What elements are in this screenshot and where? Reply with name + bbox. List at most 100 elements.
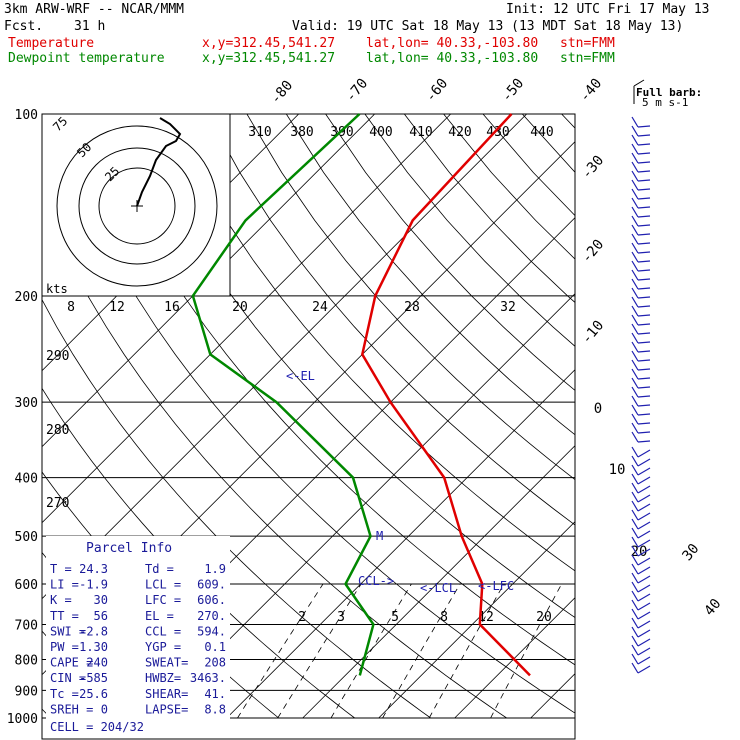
mixing-ratio-label: 8 xyxy=(440,610,448,625)
pressure-label-400: 400 xyxy=(15,472,38,487)
dry-adiabat xyxy=(403,114,575,303)
pressure-label-200: 200 xyxy=(15,290,38,305)
isotherm-label: 20 xyxy=(631,544,648,560)
parcel-value: 270. xyxy=(197,609,226,623)
dry-adiabat xyxy=(89,114,575,666)
wind-barb-flag xyxy=(631,305,639,317)
wind-barb xyxy=(637,332,651,335)
mixing-ratio-label: 20 xyxy=(536,610,552,625)
wind-barb xyxy=(637,359,651,362)
wind-barb xyxy=(637,404,651,407)
wind-barb-flag xyxy=(631,170,639,182)
parcel-value: 3463. xyxy=(190,671,226,685)
parcel-cell: CELL = 204/32 xyxy=(50,720,144,734)
wind-barb-flag xyxy=(631,260,639,272)
parcel-annotation: <-LFC xyxy=(478,579,514,593)
wind-barb xyxy=(637,440,651,443)
wind-barb xyxy=(637,656,651,665)
wind-speed-label: 20 xyxy=(232,300,248,315)
wind-barb-flag xyxy=(631,161,639,173)
wind-barb xyxy=(637,503,651,512)
theta-left-label: 270 xyxy=(46,496,69,511)
wind-barb xyxy=(637,458,651,467)
wind-barb xyxy=(637,647,651,656)
wind-barb-flag xyxy=(631,572,639,584)
wind-barb-flag xyxy=(631,143,639,155)
theta-label: 440 xyxy=(530,125,553,140)
wind-barb xyxy=(637,512,651,521)
isotherm xyxy=(683,114,740,718)
plot-frame xyxy=(41,113,576,740)
dry-adiabat xyxy=(246,114,575,481)
wind-barb xyxy=(637,638,651,647)
wind-barb xyxy=(637,269,651,272)
dry-adiabat xyxy=(443,114,575,260)
wind-barb-flag xyxy=(631,242,639,254)
isotherm xyxy=(42,114,451,524)
dry-adiabat xyxy=(680,114,740,718)
wind-barb-flag xyxy=(631,662,639,674)
wind-barb xyxy=(637,395,651,398)
wind-barb xyxy=(637,215,651,218)
wind-barb-flag xyxy=(631,197,639,209)
parcel-key: K = xyxy=(50,593,72,607)
wind-barb xyxy=(637,197,651,200)
theta-label: 380 xyxy=(290,125,313,140)
wind-barb xyxy=(637,161,651,164)
wind-barb xyxy=(637,377,651,380)
parcel-key: CCL = xyxy=(145,624,181,638)
wind-barb xyxy=(637,557,651,566)
hodograph-frame xyxy=(41,113,231,297)
barb-legend-title: Full barb: xyxy=(636,86,702,99)
pressure-label-500: 500 xyxy=(15,530,38,545)
wind-barb xyxy=(637,206,651,209)
hodograph-ring xyxy=(98,167,176,245)
wind-barb xyxy=(637,413,651,416)
isotherm-label: -20 xyxy=(579,237,608,267)
wind-barb xyxy=(637,251,651,254)
wind-barb xyxy=(637,143,651,146)
wind-barb-flag xyxy=(631,215,639,227)
temperature-latlon: lat,lon= 40.33,-103.80 xyxy=(366,36,539,51)
wind-barb-flag xyxy=(631,545,639,557)
mixing-ratio-label: 2 xyxy=(298,610,306,625)
wind-barb-flag xyxy=(631,287,639,299)
dry-adiabat xyxy=(167,114,575,572)
dewpoint-station: stn=FMM xyxy=(560,51,615,66)
wind-barb xyxy=(637,296,651,299)
wind-barb-flag xyxy=(631,563,639,575)
dry-adiabat xyxy=(42,298,431,719)
dry-adiabat xyxy=(128,114,575,618)
dry-adiabat xyxy=(522,114,575,173)
mixing-ratio-line xyxy=(428,583,505,719)
wind-barb xyxy=(637,539,651,548)
parcel-annotation: <-LCL xyxy=(420,581,456,595)
parcel-value: 41. xyxy=(204,687,226,701)
mixing-ratio-line xyxy=(277,583,362,719)
wind-barb xyxy=(637,152,651,155)
wind-speed-label: 28 xyxy=(404,300,420,315)
wind-barb xyxy=(637,305,651,308)
parcel-key: SHEAR= xyxy=(145,687,188,701)
dry-adiabat xyxy=(42,200,507,719)
wind-barb xyxy=(637,422,651,425)
wind-barb xyxy=(637,476,651,485)
mixing-ratio-line xyxy=(382,583,461,719)
wind-barb-flag xyxy=(631,644,639,656)
isotherm-label: -80 xyxy=(268,78,297,108)
wind-barb xyxy=(637,134,651,137)
parcel-key: CIN = xyxy=(50,671,86,685)
dewpoint-xy: x,y=312.45,541.27 xyxy=(202,51,336,66)
wind-barb xyxy=(637,188,651,191)
wind-barb xyxy=(637,611,651,620)
temperature-xy: x,y=312.45,541.27 xyxy=(202,36,336,51)
wind-barb-flag xyxy=(631,251,639,263)
theta-label: 410 xyxy=(409,125,432,140)
hodograph-ring xyxy=(78,147,196,265)
wind-barb-flag xyxy=(631,617,639,629)
temperature-line xyxy=(360,113,531,677)
wind-barb xyxy=(637,593,651,602)
wind-barb xyxy=(637,665,651,674)
hodograph-trace xyxy=(136,117,182,207)
